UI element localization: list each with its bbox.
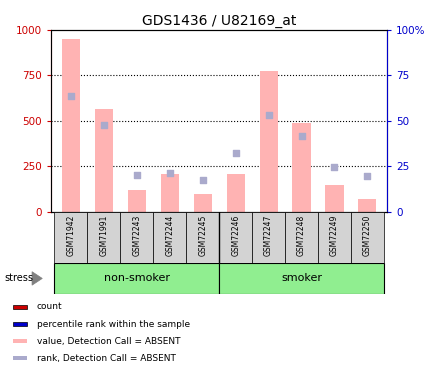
Title: GDS1436 / U82169_at: GDS1436 / U82169_at bbox=[142, 13, 296, 28]
Point bbox=[133, 172, 140, 178]
Bar bbox=[13, 322, 27, 326]
Text: GSM72244: GSM72244 bbox=[165, 214, 174, 256]
Point bbox=[100, 122, 107, 128]
Bar bbox=[351, 212, 384, 262]
Point bbox=[331, 164, 338, 170]
Bar bbox=[128, 190, 146, 212]
Bar bbox=[13, 356, 27, 360]
Bar bbox=[87, 212, 120, 262]
Bar bbox=[95, 109, 113, 212]
Text: GSM72245: GSM72245 bbox=[198, 214, 207, 256]
Bar bbox=[292, 123, 311, 212]
Bar bbox=[219, 212, 252, 262]
Bar bbox=[54, 212, 87, 262]
Point bbox=[364, 172, 371, 178]
Text: stress: stress bbox=[4, 273, 33, 284]
Bar bbox=[161, 174, 179, 212]
Text: smoker: smoker bbox=[281, 273, 322, 284]
Text: GSM72248: GSM72248 bbox=[297, 214, 306, 256]
Bar bbox=[252, 212, 285, 262]
Bar bbox=[358, 199, 376, 212]
Point bbox=[199, 177, 206, 183]
Bar bbox=[153, 212, 186, 262]
Point bbox=[232, 150, 239, 156]
Point bbox=[67, 93, 74, 99]
Bar bbox=[13, 305, 27, 309]
Text: GSM72246: GSM72246 bbox=[231, 214, 240, 256]
Bar bbox=[318, 212, 351, 262]
Text: GSM72247: GSM72247 bbox=[264, 214, 273, 256]
Bar bbox=[186, 212, 219, 262]
Text: count: count bbox=[36, 302, 62, 311]
Bar bbox=[325, 184, 344, 212]
Bar bbox=[13, 339, 27, 343]
Text: GSM71942: GSM71942 bbox=[66, 214, 76, 256]
Bar bbox=[194, 194, 212, 212]
Text: GSM72250: GSM72250 bbox=[363, 214, 372, 256]
Text: GSM71991: GSM71991 bbox=[99, 214, 109, 256]
Bar bbox=[62, 39, 80, 212]
Text: rank, Detection Call = ABSENT: rank, Detection Call = ABSENT bbox=[36, 354, 175, 363]
Point bbox=[298, 134, 305, 140]
Bar bbox=[120, 212, 153, 262]
Bar bbox=[54, 262, 219, 294]
Bar bbox=[219, 262, 384, 294]
Point bbox=[166, 170, 173, 176]
Bar bbox=[227, 174, 245, 212]
Text: percentile rank within the sample: percentile rank within the sample bbox=[36, 320, 190, 328]
Bar bbox=[285, 212, 318, 262]
Text: value, Detection Call = ABSENT: value, Detection Call = ABSENT bbox=[36, 337, 180, 346]
Text: non-smoker: non-smoker bbox=[104, 273, 170, 284]
Point bbox=[265, 112, 272, 118]
Text: GSM72249: GSM72249 bbox=[330, 214, 339, 256]
Text: GSM72243: GSM72243 bbox=[132, 214, 142, 256]
Bar bbox=[259, 71, 278, 212]
